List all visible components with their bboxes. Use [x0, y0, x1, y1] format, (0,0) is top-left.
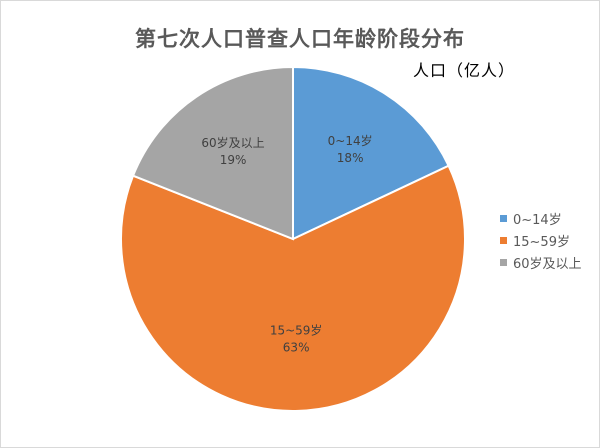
legend-swatch [500, 214, 507, 222]
legend-label: 0~14岁 [513, 212, 562, 228]
slice-category-label: 0~14岁 [328, 133, 373, 148]
legend-item: 0~14岁 [500, 207, 582, 229]
legend-swatch [500, 258, 507, 266]
slice-category-label: 60岁及以上 [201, 135, 264, 150]
chart-subtitle: 人口（亿人） [413, 61, 516, 80]
pie-slice-1 [292, 65, 450, 241]
legend-item: 60岁及以上 [500, 251, 582, 273]
chart-title: 第七次人口普查人口年龄阶段分布 [135, 27, 465, 51]
pie-slice-2 [120, 164, 466, 412]
slice-category-label: 15~59岁 [270, 323, 323, 338]
legend-item: 15~59岁 [500, 229, 582, 251]
legend: 0~14岁 15~59岁 60岁及以上 [500, 207, 582, 273]
legend-label: 15~59岁 [513, 234, 570, 250]
slice-percent-label: 19% [220, 153, 247, 167]
legend-label: 60岁及以上 [513, 256, 582, 272]
slice-percent-label: 63% [283, 341, 310, 355]
pie-slice-3 [131, 65, 294, 241]
slice-percent-label: 18% [337, 151, 364, 165]
legend-swatch [500, 236, 507, 244]
